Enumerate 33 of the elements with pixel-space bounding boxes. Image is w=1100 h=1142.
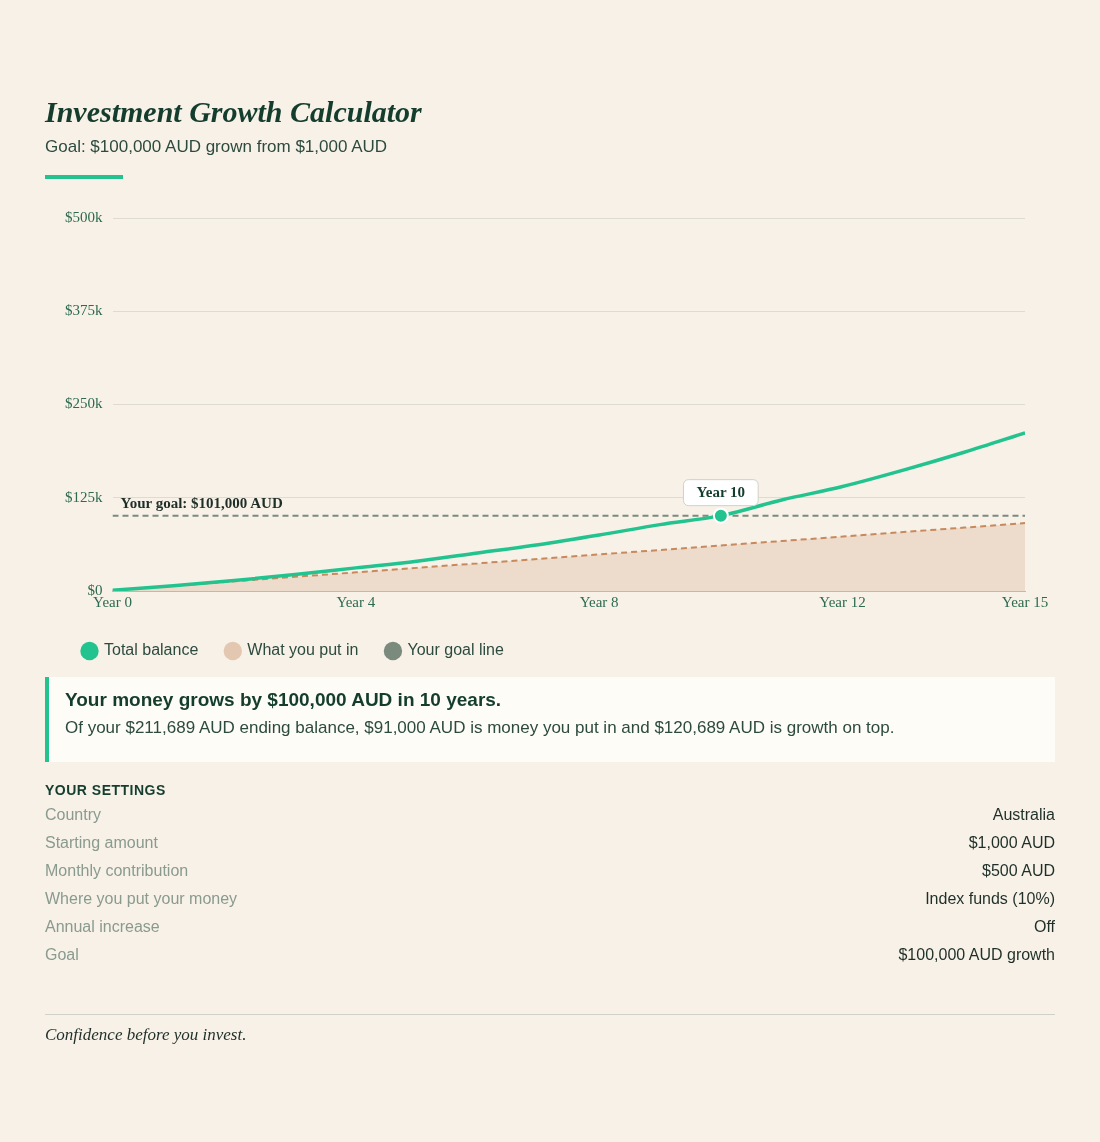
text: Goal (45, 946, 79, 965)
x-tick-label: Year 4 (336, 593, 376, 610)
x-tick-label: Year 15 (1001, 593, 1049, 610)
text: Of your $211,689 AUD ending balance, $91,000 AUD is money you put in and $120,689 AUD is growth on top. (65, 717, 896, 739)
x-tick-label: Year 8 (579, 593, 619, 610)
x-tick-label: Year 12 (819, 593, 866, 610)
y-tick-label: $0 (87, 581, 103, 598)
text: Country (45, 806, 102, 825)
y-tick-label: $375k (65, 302, 103, 319)
text: Annual increase (45, 918, 160, 937)
line-series (112, 431, 1025, 591)
text: Confidence before you invest. (45, 1014, 1055, 1045)
text: Off (1033, 918, 1055, 937)
chart-title: Investment Growth Calculator (45, 95, 423, 129)
annotation: Year 10 (696, 483, 746, 500)
annotation: Your goal: $101,000 AUD (120, 495, 283, 512)
text: Index funds (10%) (925, 890, 1055, 909)
text: Monthly contribution (45, 862, 189, 881)
text: Your money grows by $100,000 AUD in 10 years. (65, 689, 503, 711)
text: Where you put your money (45, 890, 238, 909)
legend-label: What you put in (247, 641, 359, 659)
text: $100,000 AUD growth (898, 946, 1055, 965)
y-tick-label: $125k (65, 488, 103, 505)
y-tick-label: $250k (65, 395, 103, 412)
chart-subtitle: Goal: $100,000 AUD grown from $1,000 AUD (45, 137, 389, 157)
text: $500 AUD (982, 862, 1055, 881)
text: Starting amount (45, 834, 158, 853)
legend-label: Total balance (104, 641, 199, 659)
legend-label: Your goal line (407, 641, 504, 659)
text: YOUR SETTINGS (45, 782, 167, 798)
text: Australia (992, 806, 1055, 825)
y-tick-label: $500k (65, 208, 103, 225)
text: $1,000 AUD (968, 834, 1055, 853)
